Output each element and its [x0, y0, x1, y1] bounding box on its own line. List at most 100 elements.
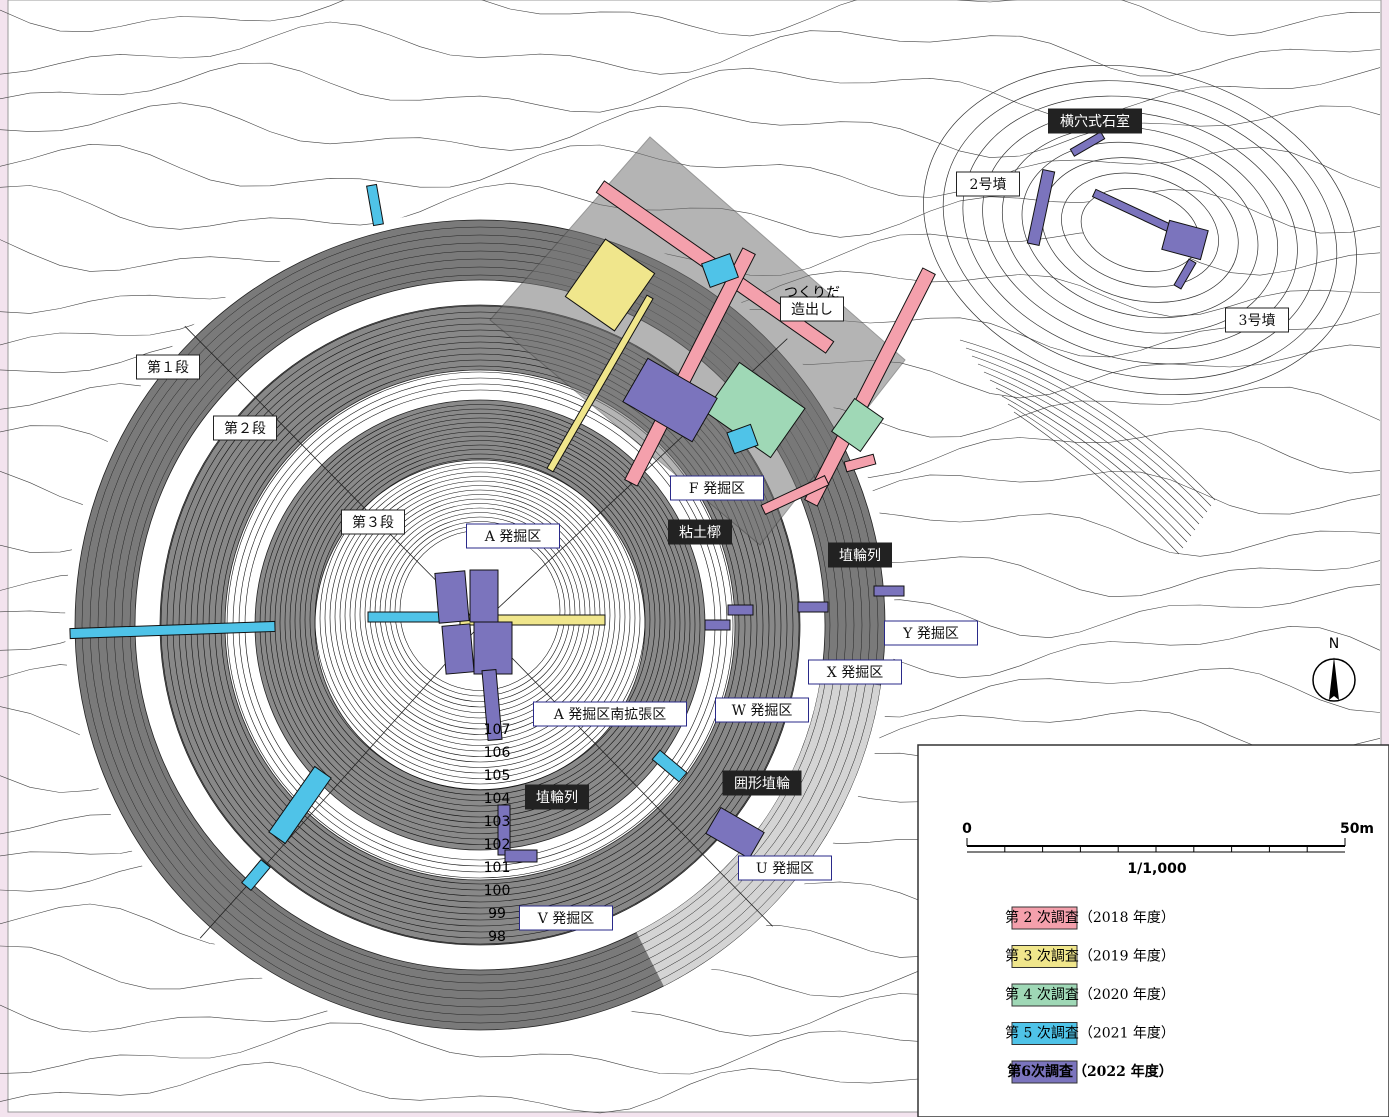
area-box: [519, 905, 613, 931]
top-contour: [284, 426, 676, 818]
north-label: N: [1329, 636, 1339, 652]
trench: [830, 397, 885, 453]
contour-label: 99: [488, 906, 506, 922]
area-label: A 発掘区: [484, 529, 542, 545]
contour-label: 100: [484, 883, 511, 899]
north-arrow: N: [1312, 636, 1356, 702]
legend-box: [917, 744, 1389, 1117]
legend-label: 第 2 次調査（2018 年度）: [1005, 909, 1175, 926]
area-box: [738, 855, 832, 881]
trenches: [69, 131, 1209, 892]
area-box: [670, 475, 764, 501]
legend-label: 第 5 次調査（2021 年度）: [1005, 1025, 1175, 1042]
top-contour: [339, 476, 621, 757]
tier-box: [780, 296, 844, 322]
tier-box: [341, 509, 405, 535]
trench: [704, 619, 731, 631]
axis-line: [479, 624, 773, 927]
trench: [434, 570, 470, 624]
trench: [700, 252, 740, 289]
top-contour: [344, 480, 616, 752]
legend-swatch: [1011, 906, 1078, 930]
trench: [504, 849, 538, 863]
feature-label: 囲形埴輪: [734, 775, 790, 792]
feature-box: [668, 519, 732, 545]
top-contour: [279, 422, 681, 823]
legend-label: 第 4 次調査（2020 年度）: [1005, 986, 1175, 1003]
legend-swatch: [1011, 1060, 1078, 1084]
top-contour: [299, 440, 661, 801]
tier-label: 造出し: [791, 302, 833, 318]
area-box: [533, 701, 687, 727]
hill-contour: [1021, 141, 1259, 319]
trench: [564, 238, 656, 332]
contour-label: 101: [484, 860, 511, 876]
mound-box: [1225, 307, 1289, 333]
trench: [497, 804, 511, 856]
trench: [1161, 219, 1209, 261]
area-label: F 発掘区: [689, 481, 745, 497]
area-box: [466, 523, 560, 549]
area-box: [715, 697, 809, 723]
slope-contour: [1007, 403, 1184, 549]
top-contour: [289, 431, 671, 812]
top-contour: [309, 449, 651, 790]
tier-label: 第３段: [352, 514, 394, 531]
feature-box: [1048, 108, 1142, 134]
trench: [726, 423, 759, 455]
outer-contour: [89, 234, 871, 1016]
top-contour: [349, 485, 611, 746]
trench: [804, 267, 936, 507]
trench: [481, 668, 503, 742]
slope-contour: [965, 347, 1212, 507]
top-contour: [319, 458, 641, 779]
contour-line: [0, 0, 1381, 37]
slope-contour: [995, 387, 1192, 537]
hill-contour: [942, 80, 1338, 380]
top-contour: [314, 453, 646, 785]
contour-label: 103: [484, 814, 511, 830]
trench: [797, 601, 829, 613]
mound-label: 3号墳: [1239, 313, 1276, 329]
trench: [651, 749, 688, 783]
trench: [546, 294, 654, 473]
legend-swatch: [1011, 945, 1078, 968]
trench: [873, 585, 905, 597]
trench: [1026, 168, 1056, 247]
top-contour: [364, 498, 596, 730]
feature-box: [722, 770, 802, 796]
axis-line: [184, 325, 481, 626]
mound-label: 2号墳: [970, 177, 1007, 193]
slope-contour: [989, 379, 1196, 531]
trench: [727, 604, 754, 616]
north-needle: [1329, 657, 1339, 700]
area-label: X 発掘区: [827, 665, 883, 681]
area-box: [808, 659, 902, 685]
trench: [469, 569, 499, 623]
legend-swatch: [1011, 1022, 1078, 1045]
trench: [69, 620, 276, 640]
trench: [843, 453, 877, 473]
slope-contour: [1001, 395, 1188, 543]
feature-box: [828, 542, 892, 568]
ruby: つくりだ: [784, 285, 840, 301]
trench: [268, 765, 332, 845]
feature-label: 埴輪列: [839, 547, 881, 564]
trench: [1069, 131, 1106, 157]
feature-box: [525, 784, 589, 810]
contour-line: [0, 143, 1381, 198]
tier-label: 第２段: [224, 420, 266, 437]
tier-label: 第１段: [147, 359, 189, 376]
contour-line: [0, 102, 1381, 158]
contour-label: 98: [488, 929, 506, 945]
tier-box: [213, 415, 277, 441]
feature-label: 埴輪列: [536, 789, 578, 806]
top-contour: [329, 467, 631, 768]
contour-label: 107: [484, 722, 511, 738]
slope-contour: [977, 363, 1204, 519]
area-label: Y 発掘区: [902, 626, 959, 642]
top-contour: [304, 444, 656, 796]
contour-label: 105: [484, 768, 511, 784]
area-box: [884, 620, 978, 646]
